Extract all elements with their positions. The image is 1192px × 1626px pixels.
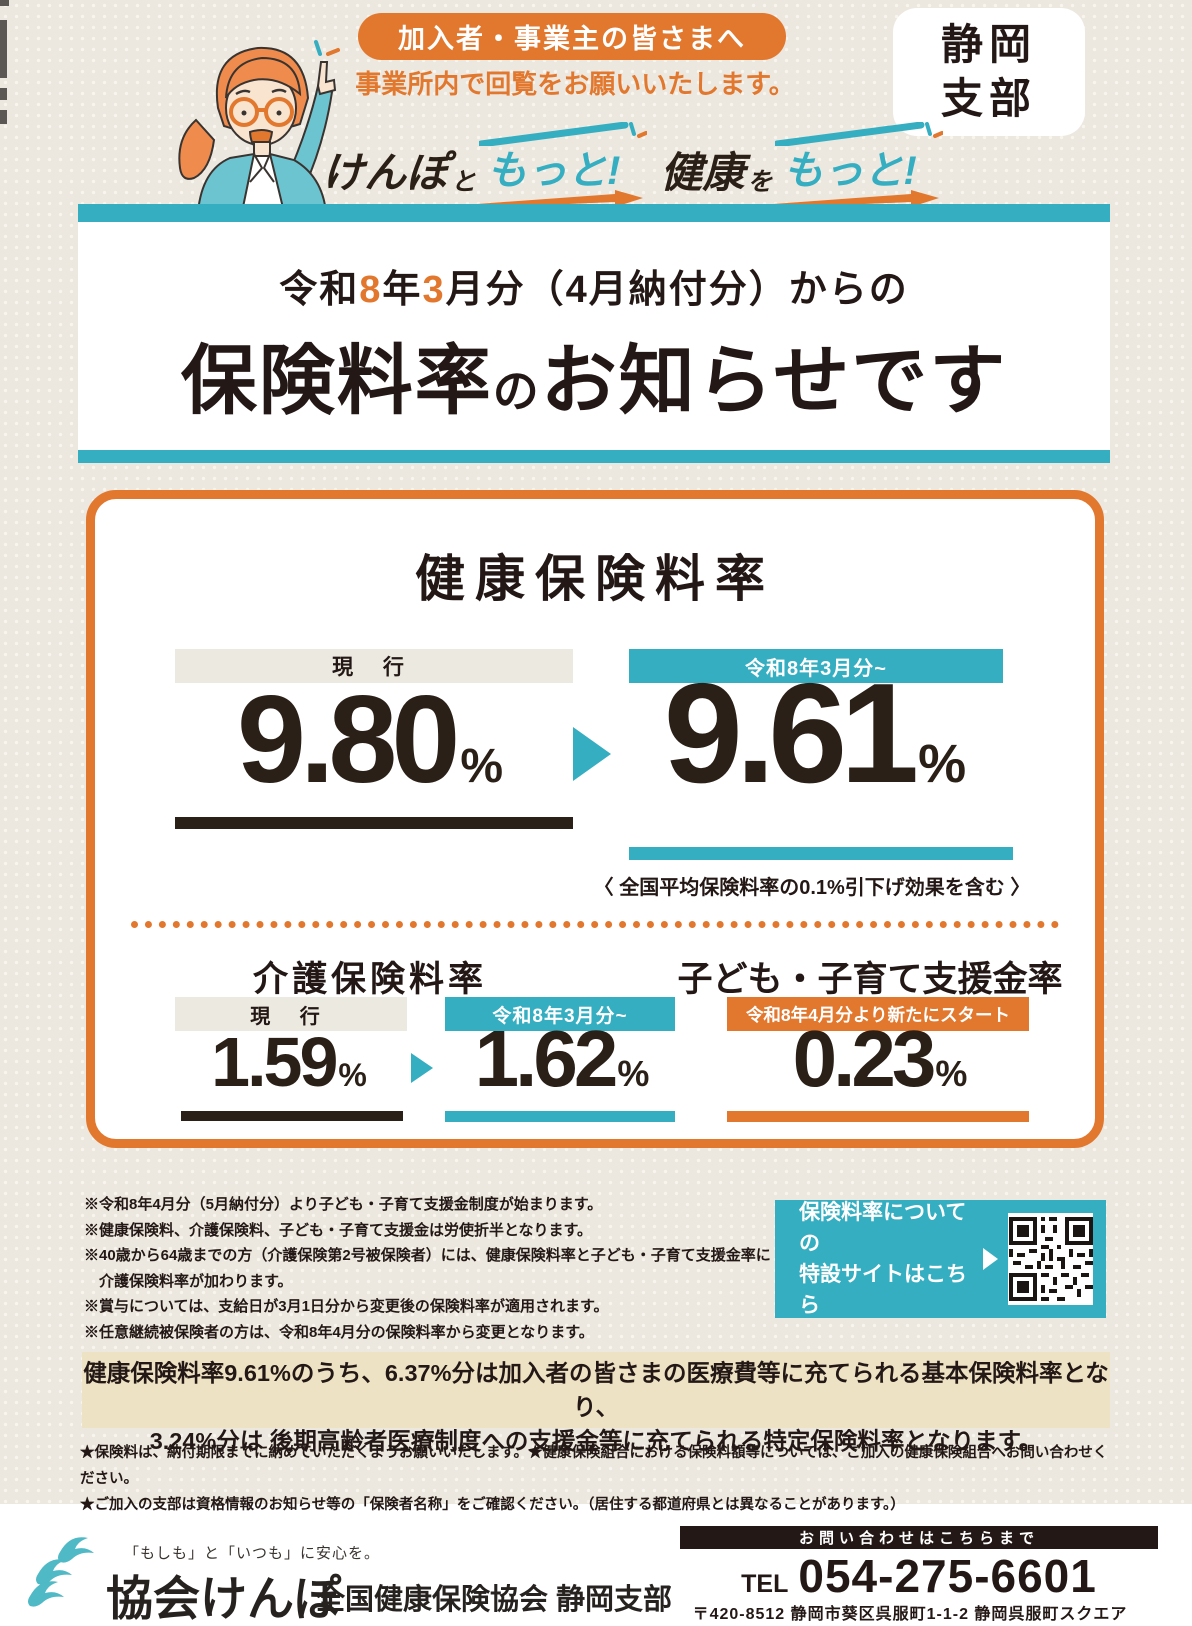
rate-number: 9.61 [663,654,919,813]
title-segment-accent: 3 [422,269,446,311]
branch-line1: 静岡 [940,21,1037,68]
scan-artifact [0,88,7,100]
note-line: ※健康保険料、介護保険料、子ども・子育て支援金は労使折半となります。 [84,1221,593,1239]
title-line1: 令和8年3月分（4月納付分）からの [78,258,1110,313]
scan-artifact [0,110,7,124]
title-main-text: お知らせです [540,339,1008,424]
kyokai-kenpo-logotype: 協会けんぽ [106,1572,341,1625]
percent-sign: % [460,740,504,793]
note-line: ※令和8年4月分（5月納付分）より子ども・子育て支援金制度が始まります。 [84,1196,603,1213]
title-box: 令和8年3月分（4月納付分）からの 保険料率のお知らせです [78,222,1110,450]
breakdown-line1: 健康保険料率9.61%のうち、6.37%分は加入者の皆さまの医療費等に充てられる… [83,1360,1109,1420]
health-current-value: 9.80 % [155,675,585,805]
title-segment-accent: 8 [359,269,383,311]
rate-card: 健康保険料率 現 行 令和8年3月分~ 9.80 % 9.61 % 〈 全国平均… [86,490,1104,1148]
slogan-motto-1: もっと! [477,122,648,208]
branch-line2: 支部 [940,75,1037,122]
qr-code [1008,1213,1093,1305]
rate-number: 9.80 [236,671,460,809]
qr-box-text-line2: 特設サイトはこちら [799,1263,967,1317]
star-note-line: ★ご加入の支部は資格情報のお知らせ等の「保険者名称」をご確認ください。（居住する… [80,1497,905,1513]
note-line: 介護保険料率が加わります。 [84,1272,293,1290]
dotted-divider [131,921,1059,928]
qr-box-text: 保険料率についての 特設サイトはこちら [799,1197,973,1321]
motto-arrow-icon [477,190,644,208]
title-main-text: 保険料率 [180,339,493,424]
audience-badge: 加入者・事業主の皆さまへ [358,13,786,60]
motto-text: もっと! [487,149,621,193]
tel-label: TEL [741,1570,789,1598]
arrow-right-icon [573,727,611,781]
underline [445,1111,675,1122]
presenter-illustration [158,20,340,217]
title-line2: 保険料率のお知らせです [78,319,1110,429]
care-current-value: 1.59 % [159,1027,419,1097]
qr-box-text-line1: 保険料率についての [799,1201,967,1255]
star-notes: ★保険料は、納付期限までに納めていただくようお願いいたします。★健康保険組合にお… [80,1440,1114,1518]
organization-name: 全国健康保険協会 静岡支部 [316,1584,673,1616]
note-line: ※賞与については、支給日が3月1日分から変更後の保険料率が適用されます。 [84,1298,609,1315]
slogan: けんぽ と もっと! 健康 を もっと! [322,122,944,208]
care-new-label: 令和8年3月分~ [445,997,675,1031]
child-support-label: 令和8年4月分より新たにスタート [727,997,1029,1031]
underline [727,1111,1029,1122]
care-current-label: 現 行 [175,997,407,1031]
child-support-heading: 子ども・子育て支援金率 [677,960,1063,999]
percent-sign: % [935,1053,968,1094]
star-note-line: ★保険料は、納付期限までに納めていただくようお願いいたします。★健康保険組合にお… [80,1445,1108,1487]
tel-number: 054-275-6601 [798,1550,1097,1602]
motto-arrow-icon [773,190,940,208]
breakdown-line2: 3.24%分は 後期高齢者医療制度への支援金等に充てられる特定保険料率となります… [149,1428,1043,1454]
circulation-request-text: 事業所内で回覧をお願いいたします。 [355,69,795,99]
child-support-value: 0.23 % [743,1019,1017,1099]
arrow-right-icon [411,1053,433,1083]
motto-overline-icon [775,122,944,146]
slogan-particle-wo: を [747,168,773,196]
health-new-value: 9.61 % [615,659,1015,808]
health-current-label: 現 行 [175,649,573,683]
percent-sign: % [338,1057,367,1093]
care-rate-heading: 介護保険料率 [252,960,487,999]
rate-number: 1.62 [474,1014,619,1103]
title-segment: 令和 [279,269,360,311]
title-particle: の [492,365,541,417]
note-line: ※40歳から64歳までの方（介護保険第2号被保険者）には、健康保険料率と子ども・… [84,1247,771,1264]
scan-artifact [0,20,7,78]
percent-sign: % [918,734,967,794]
slogan-particle-to: と [451,168,477,196]
slogan-word-kenko: 健康 [660,149,745,196]
health-new-label: 令和8年3月分~ [629,649,1003,683]
slogan-word-kenpo: けんぽ [322,149,449,196]
care-new-value: 1.62 % [439,1019,685,1099]
rate-number: 0.23 [792,1014,937,1103]
motto-overline-icon [479,122,648,146]
rate-breakdown-box: 健康保険料率9.61%のうち、6.37%分は加入者の皆さまの医療費等に充てられる… [82,1352,1110,1454]
swallow-birds-logo-icon [26,1534,126,1615]
health-rate-heading: 健康保険料率 [415,551,775,607]
rate-number: 1.59 [211,1023,338,1101]
title-segment: 月分（4月納付分）からの [445,269,909,311]
underline [629,847,1013,860]
underline [175,817,573,829]
slogan-motto-2: もっと! [773,122,944,208]
underline [181,1111,403,1121]
contact-header-bar: お問い合わせはこちらまで [680,1526,1158,1549]
title-top-bar [78,204,1110,222]
title-segment: 年 [382,269,423,311]
telephone-row: TEL 054-275-6601 [680,1549,1158,1603]
special-site-qr-box: 保険料率についての 特設サイトはこちら [775,1200,1106,1318]
note-line: ※任意継続被保険者の方は、令和8年4月分の保険料率から変更となります。 [84,1323,594,1341]
motto-text: もっと! [783,149,917,193]
health-rate-note: 〈 全国平均保険料率の0.1%引下げ効果を含む 〉 [593,877,1031,899]
notes-list: ※令和8年4月分（5月納付分）より子ども・子育て支援金制度が始まります。 ※健康… [84,1192,784,1345]
logo-tagline: 「もしも」と「いつも」に安心を。 [124,1545,381,1562]
arrow-right-icon [983,1248,999,1270]
branch-name-box: 静岡 支部 [893,8,1085,136]
postal-address: 〒420-8512 静岡市葵区呉服町1-1-2 静岡呉服町スクエア [692,1606,1128,1623]
title-bottom-bar [78,450,1110,463]
scan-artifact [0,0,9,6]
percent-sign: % [617,1053,650,1094]
